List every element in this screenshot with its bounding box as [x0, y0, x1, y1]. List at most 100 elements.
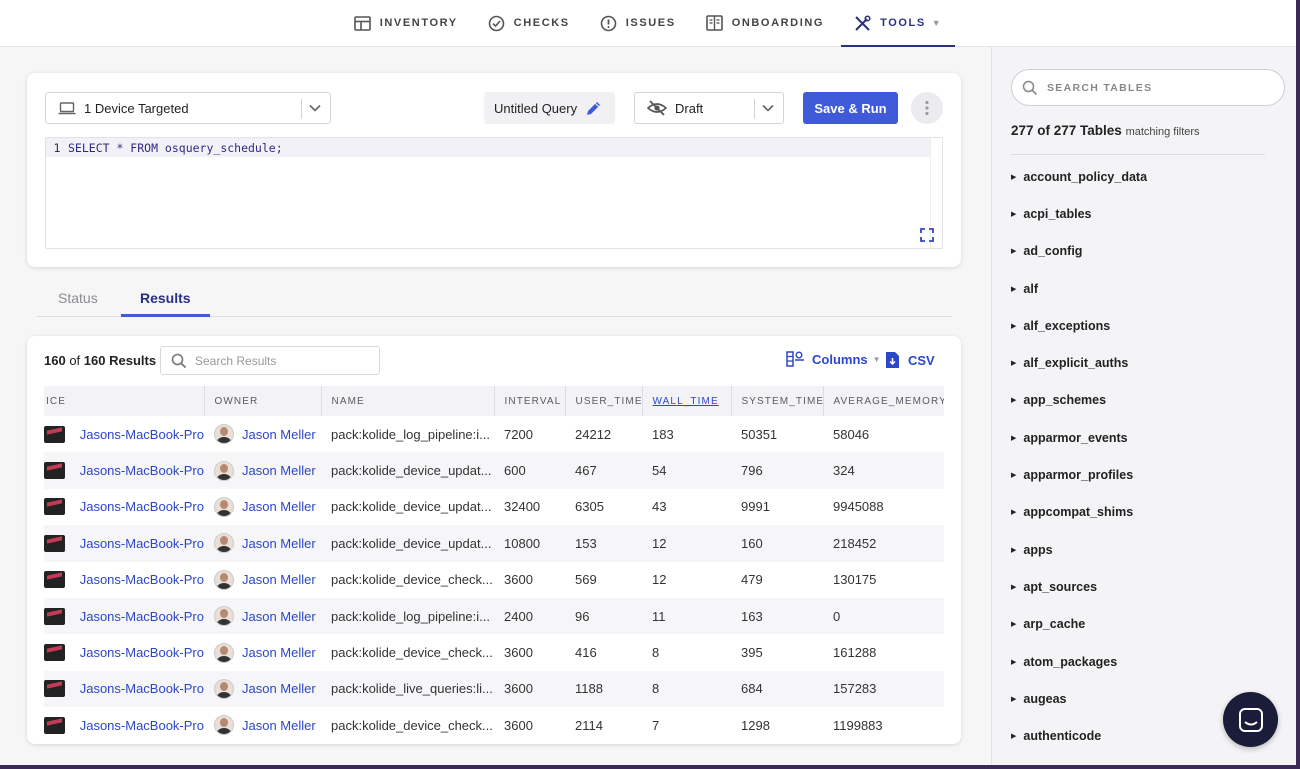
device-link[interactable]: Jasons-MacBook-Pro: [79, 572, 204, 588]
query-name-field[interactable]: Untitled Query: [484, 92, 615, 124]
nav-tools[interactable]: TOOLS ▼: [839, 0, 957, 47]
user-time-cell: 467: [565, 452, 642, 489]
column-header-system-time[interactable]: SYSTEM_TIME: [730, 386, 823, 416]
owner-cell: Jason Meller: [204, 489, 321, 525]
avatar: [214, 533, 234, 554]
results-shown: 160: [44, 353, 66, 368]
table-list-item[interactable]: ▶ augeas: [1011, 680, 1281, 717]
chat-support-button[interactable]: [1223, 692, 1278, 747]
device-target-label: 1 Device Targeted: [84, 100, 189, 116]
table-name: ad_config: [1023, 244, 1083, 259]
nav-issues[interactable]: ISSUES: [585, 0, 691, 47]
avatar: [214, 715, 234, 736]
owner-link[interactable]: Jason Meller: [242, 681, 316, 697]
interval-cell: 32400: [504, 499, 541, 515]
table-list-item[interactable]: ▶ apparmor_events: [1011, 419, 1281, 456]
device-link[interactable]: Jasons-MacBook-Pro: [79, 499, 204, 515]
expand-icon[interactable]: [920, 228, 934, 242]
table-list-item[interactable]: ▶ ad_config: [1011, 233, 1281, 270]
more-options-button[interactable]: [911, 92, 943, 124]
table-list-item[interactable]: ▶ account_policy_data: [1011, 158, 1281, 195]
owner-cell: Jason Meller: [204, 525, 321, 562]
device-thumbnail: [44, 425, 65, 443]
results-table: ICE OWNER NAME INTERVAL USER_TIME WALL_T…: [44, 386, 944, 744]
column-header-interval[interactable]: INTERVAL: [493, 386, 565, 416]
table-list-item[interactable]: ▶ alf_exceptions: [1011, 307, 1281, 344]
expand-triangle-icon: ▶: [1011, 733, 1017, 741]
table-list-item[interactable]: ▶ atom_packages: [1011, 643, 1281, 680]
table-list-item[interactable]: ▶ acpi_tables: [1011, 195, 1281, 232]
column-header-average-memory[interactable]: AVERAGE_MEMORY: [822, 386, 944, 416]
device-link[interactable]: Jasons-MacBook-Pro: [79, 681, 204, 697]
device-cell: Jasons-MacBook-Pro: [44, 416, 204, 452]
table-list-item[interactable]: ▶ alf_explicit_auths: [1011, 344, 1281, 381]
save-and-run-button[interactable]: Save & Run: [803, 92, 898, 124]
table-row: Jasons-MacBook-Pro Jason Meller pack:kol…: [44, 489, 944, 525]
device-thumbnail: [44, 680, 65, 698]
owner-link[interactable]: Jason Meller: [242, 463, 316, 479]
select-divider: [301, 99, 302, 119]
device-link[interactable]: Jasons-MacBook-Pro: [79, 535, 204, 551]
table-count-suffix: matching filters: [1125, 126, 1200, 138]
tab-status[interactable]: Status: [58, 290, 98, 306]
column-header-owner[interactable]: OWNER: [203, 386, 321, 416]
search-icon: [1022, 80, 1038, 95]
vertical-ellipsis-icon: [925, 100, 929, 116]
table-list-item[interactable]: ▶ app_schemes: [1011, 382, 1281, 419]
device-link[interactable]: Jasons-MacBook-Pro: [79, 717, 204, 733]
owner-link[interactable]: Jason Meller: [242, 608, 316, 624]
table-list-item[interactable]: ▶ alf: [1011, 270, 1281, 307]
owner-cell: Jason Meller: [204, 597, 321, 635]
chevron-down-icon[interactable]: [308, 101, 322, 115]
name-cell: pack:kolide_device_check...: [331, 717, 493, 733]
owner-link[interactable]: Jason Meller: [242, 499, 316, 515]
results-search[interactable]: Search Results: [160, 346, 380, 375]
device-target-select[interactable]: 1 Device Targeted: [45, 92, 331, 124]
laptop-icon: [58, 101, 76, 114]
editor-scrollbar[interactable]: [930, 138, 942, 248]
nav-label: ONBOARDING: [731, 17, 825, 29]
columns-button[interactable]: Columns ▼: [786, 351, 881, 367]
column-header-user-time[interactable]: USER_TIME: [564, 386, 642, 416]
result-tabs: Status Results: [37, 281, 952, 317]
owner-link[interactable]: Jason Meller: [242, 426, 316, 442]
owner-link[interactable]: Jason Meller: [242, 535, 316, 551]
owner-link[interactable]: Jason Meller: [242, 572, 316, 588]
avatar: [214, 642, 234, 663]
table-list-item[interactable]: ▶ apt_sources: [1011, 568, 1281, 605]
nav-inventory[interactable]: INVENTORY: [339, 0, 473, 47]
table-count: 277 of 277 Tables matching filters: [1011, 123, 1200, 138]
table-row: Jasons-MacBook-Pro Jason Meller pack:kol…: [44, 634, 944, 670]
nav-checks[interactable]: CHECKS: [473, 0, 585, 47]
table-list-item[interactable]: ▶ appcompat_shims: [1011, 494, 1281, 531]
table-list-item[interactable]: ▶ apparmor_profiles: [1011, 456, 1281, 493]
owner-link[interactable]: Jason Meller: [242, 645, 316, 661]
average-memory-cell: 0: [823, 597, 944, 635]
system-time-cell: 796: [731, 452, 823, 489]
expand-triangle-icon: ▶: [1011, 397, 1017, 405]
table-list-item[interactable]: ▶ apps: [1011, 531, 1281, 568]
nav-onboarding[interactable]: ONBOARDING: [691, 0, 839, 47]
pencil-icon[interactable]: [585, 100, 602, 117]
system-time-cell: 395: [741, 645, 763, 661]
expand-triangle-icon: ▶: [1011, 546, 1017, 554]
chevron-down-icon[interactable]: [761, 101, 775, 115]
device-link[interactable]: Jasons-MacBook-Pro: [79, 645, 204, 661]
table-list-item[interactable]: ▶ authenticode: [1011, 717, 1281, 754]
table-search-input[interactable]: SEARCH TABLES: [1011, 69, 1285, 106]
table-list-item[interactable]: ▶ arp_cache: [1011, 606, 1281, 643]
check-circle-icon: [488, 15, 504, 31]
csv-export-button[interactable]: CSV: [885, 351, 935, 369]
device-link[interactable]: Jasons-MacBook-Pro: [79, 608, 204, 624]
results-total: 160: [83, 353, 106, 368]
tab-results[interactable]: Results: [121, 281, 210, 317]
column-header-wall-time[interactable]: WALL_TIME: [641, 386, 731, 416]
device-link[interactable]: Jasons-MacBook-Pro: [79, 426, 204, 442]
device-link[interactable]: Jasons-MacBook-Pro: [79, 463, 204, 479]
sql-code-editor[interactable]: 1 SELECT * FROM osquery_schedule;: [45, 137, 943, 249]
visibility-select[interactable]: Draft: [634, 92, 784, 124]
window-frame-right: [1296, 0, 1300, 769]
column-header-device[interactable]: ICE: [44, 386, 204, 416]
column-header-name[interactable]: NAME: [320, 386, 494, 416]
owner-link[interactable]: Jason Meller: [242, 717, 316, 733]
